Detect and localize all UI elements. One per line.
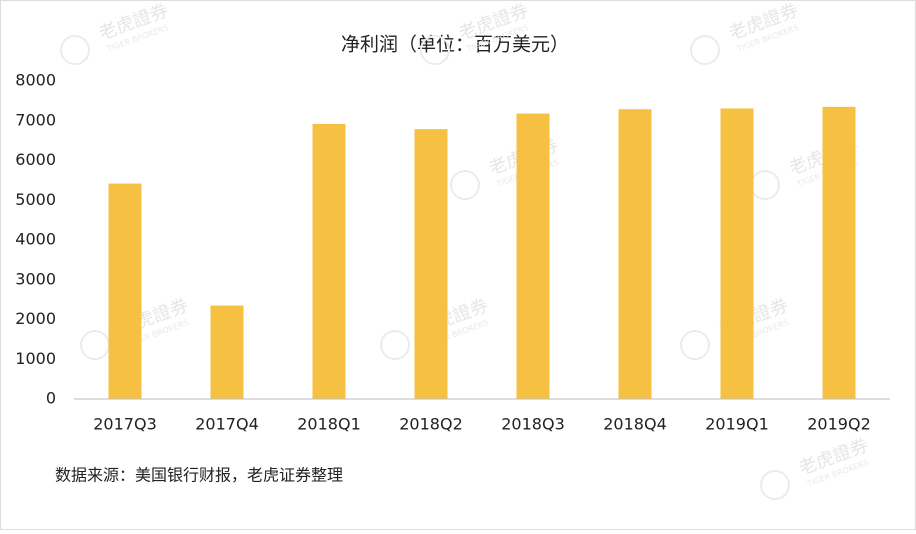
bar [108,183,142,399]
x-tick-label: 2018Q2 [399,415,463,434]
y-tick-label: 0 [46,389,56,408]
bar [312,123,346,400]
watermark-logo [380,330,410,360]
watermark-logo [60,35,90,65]
y-tick-label: 4000 [15,230,56,249]
watermark-logo [690,35,720,65]
bar [822,106,856,400]
y-tick-label: 5000 [15,190,56,209]
watermark-logo [680,330,710,360]
y-tick-label: 2000 [15,309,56,328]
y-tick-label: 1000 [15,349,56,368]
bar [720,108,754,400]
bar [210,305,244,399]
x-tick-label: 2018Q3 [501,415,565,434]
x-tick-label: 2018Q4 [603,415,667,434]
bar [414,129,448,399]
watermark-logo [760,470,790,500]
x-tick-label: 2017Q4 [195,415,259,434]
y-tick-label: 7000 [15,110,56,129]
x-tick-label: 2019Q1 [705,415,769,434]
x-tick-label: 2019Q2 [807,415,871,434]
bar [618,109,652,399]
x-tick-label: 2018Q1 [297,415,361,434]
source-note: 数据来源：美国银行财报，老虎证券整理 [55,466,343,485]
y-tick-label: 8000 [15,71,56,90]
x-tick-label: 2017Q3 [93,415,157,434]
watermark-logo [420,35,450,65]
y-tick-label: 3000 [15,269,56,288]
y-tick-label: 6000 [15,150,56,169]
watermark-logo [450,170,480,200]
bar [516,113,550,399]
chart-title: 净利润（单位：百万美元） [341,34,569,56]
